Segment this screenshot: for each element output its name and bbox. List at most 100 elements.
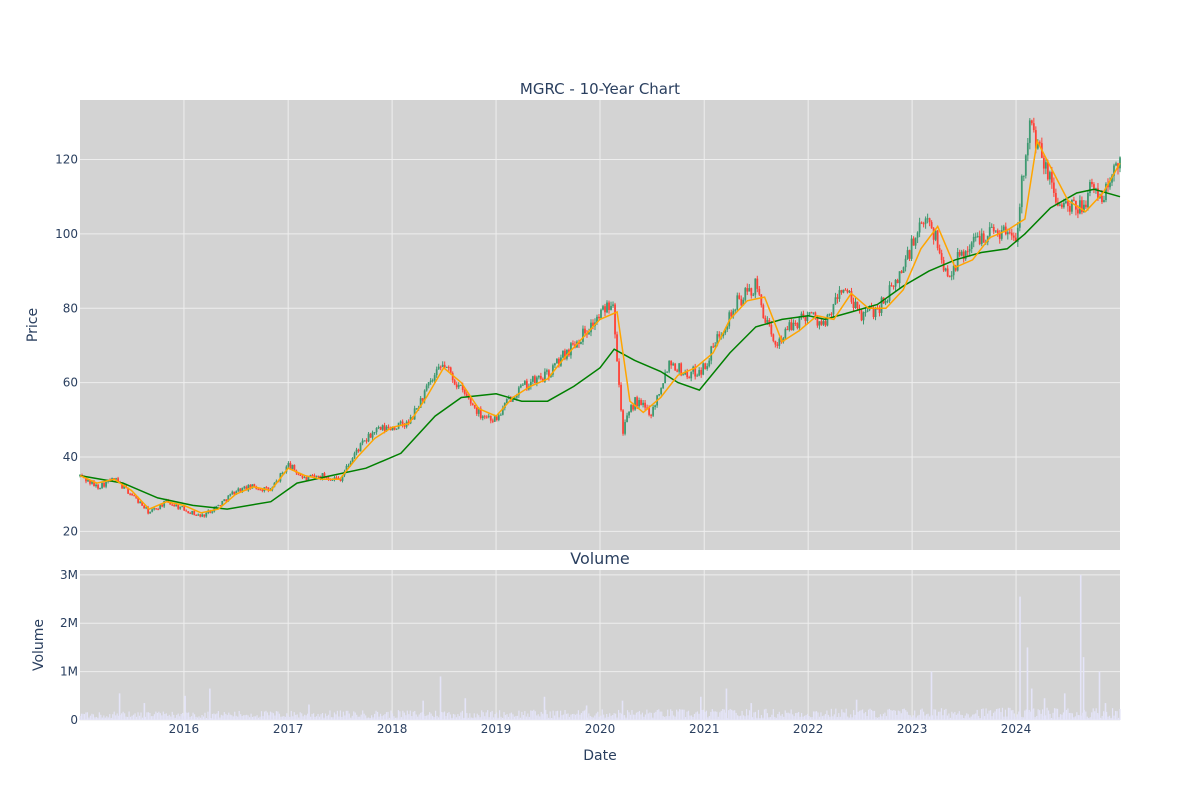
volume-bar: [243, 715, 245, 720]
volume-bar: [534, 711, 536, 720]
candle-body: [992, 226, 995, 232]
candle-body: [698, 370, 701, 376]
volume-bar: [664, 716, 666, 720]
candle-body: [856, 301, 859, 309]
candle-body: [740, 298, 743, 306]
volume-bar: [786, 712, 788, 720]
volume-bar: [906, 711, 908, 720]
volume-bar: [1033, 708, 1035, 720]
volume-bar: [989, 710, 992, 720]
volume-bar: [845, 708, 847, 720]
volume-bar: [1042, 709, 1044, 720]
volume-bar: [970, 716, 972, 720]
candle-body: [289, 463, 292, 469]
volume-spike-bar: [1063, 693, 1066, 720]
volume-bar: [559, 710, 562, 720]
volume-bar: [158, 711, 160, 720]
volume-bar: [1111, 708, 1114, 720]
volume-bar: [792, 714, 794, 720]
candle-body: [91, 481, 93, 484]
candle-body: [668, 361, 671, 372]
volume-bar: [141, 717, 144, 720]
candle-body: [211, 511, 214, 513]
candle-body: [99, 488, 101, 490]
candle-body: [167, 499, 170, 503]
candle-body: [840, 290, 843, 293]
price-y-tick-label: 60: [63, 376, 78, 390]
volume-bar: [1000, 712, 1002, 720]
volume-spike-bar: [621, 700, 624, 720]
volume-bar: [778, 711, 780, 720]
volume-bar: [207, 711, 209, 720]
volume-bar: [973, 714, 975, 720]
volume-bar: [564, 709, 566, 720]
candle-body: [499, 414, 502, 416]
volume-bar: [869, 708, 871, 720]
volume-bar: [802, 716, 804, 720]
candle-body: [1042, 157, 1045, 169]
volume-bar: [1028, 709, 1030, 720]
candle-body: [163, 500, 166, 507]
volume-bar: [748, 710, 751, 720]
volume-bar: [894, 710, 896, 720]
candle-body: [281, 472, 284, 474]
candle-body: [802, 313, 805, 317]
volume-bar: [156, 712, 158, 720]
volume-bar: [324, 713, 327, 720]
candle-body: [449, 367, 452, 374]
volume-bar: [711, 709, 713, 720]
candle-body: [257, 489, 260, 491]
long-moving-average-line: [79, 188, 1121, 510]
volume-bar: [795, 713, 797, 720]
volume-bar: [284, 716, 286, 720]
volume-bar: [1062, 712, 1065, 720]
volume-spike-bar: [700, 696, 702, 720]
volume-bar: [607, 716, 609, 720]
candle-body: [652, 407, 655, 416]
volume-bar: [354, 712, 356, 720]
volume-bar: [249, 717, 251, 720]
volume-bar: [740, 715, 742, 720]
volume-bar: [232, 716, 234, 720]
volume-bar: [811, 717, 813, 720]
candle-body: [866, 310, 869, 312]
x-tick-label: 2018: [377, 722, 408, 736]
volume-bar: [939, 711, 941, 720]
volume-bar: [768, 717, 770, 720]
volume-y-tick-label: 2M: [60, 616, 78, 630]
candle-body: [445, 366, 448, 368]
candle-body: [602, 306, 604, 310]
candle-body: [297, 473, 300, 475]
volume-bar: [277, 711, 279, 720]
volume-bar: [1073, 717, 1075, 720]
candle-body: [976, 236, 979, 238]
volume-bar: [347, 710, 349, 720]
volume-spike-bar: [464, 698, 467, 720]
volume-bar: [493, 717, 495, 720]
volume-bar: [1106, 711, 1108, 720]
volume-bar: [668, 716, 670, 720]
volume-bar: [299, 712, 301, 720]
candle-body: [618, 361, 620, 385]
volume-bar: [229, 714, 231, 720]
candle-body: [622, 410, 624, 434]
volume-bar: [905, 710, 907, 720]
volume-bar: [570, 714, 572, 720]
candle-body: [103, 482, 105, 487]
candle-body: [173, 504, 176, 507]
volume-bar: [964, 715, 966, 720]
volume-bar: [469, 713, 471, 720]
candle-body: [756, 278, 759, 289]
volume-bar: [879, 714, 882, 720]
volume-bar: [353, 711, 355, 720]
volume-bar: [412, 711, 414, 720]
candle-body: [1058, 204, 1061, 206]
candle-body: [722, 333, 725, 337]
volume-bar: [595, 713, 597, 720]
volume-bar: [266, 712, 269, 720]
volume-bar: [952, 713, 954, 720]
candle-body: [1069, 206, 1071, 212]
volume-bar: [766, 713, 768, 720]
volume-bar: [497, 717, 499, 720]
volume-bar: [296, 714, 298, 720]
